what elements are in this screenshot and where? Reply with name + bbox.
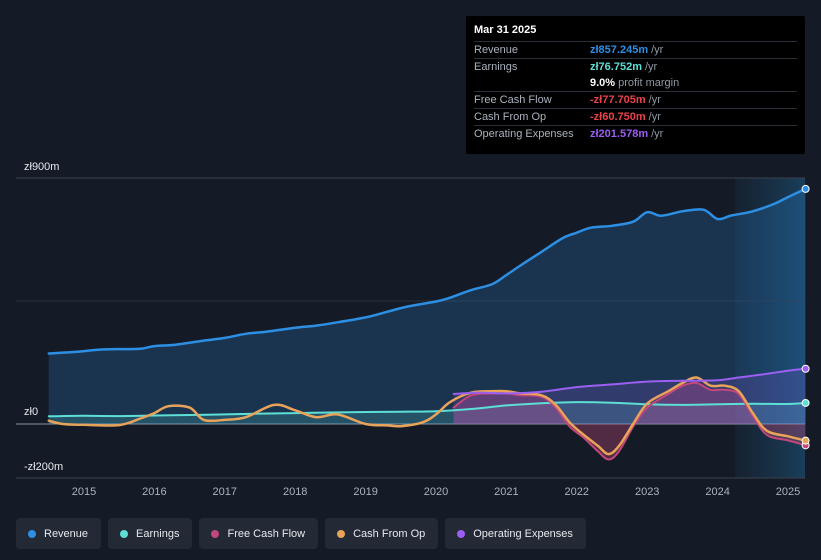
legend-label: Free Cash Flow [227, 527, 306, 540]
area-opex [453, 368, 806, 424]
legend-label: Earnings [136, 527, 180, 540]
tooltip-date: Mar 31 2025 [474, 24, 537, 36]
legend-label: Revenue [44, 527, 89, 540]
tooltip-value: 9.0% [590, 77, 616, 89]
y-tick-label: -zł200m [24, 461, 63, 473]
endpoint-cfo [801, 436, 810, 445]
tooltip-row-revenue: Revenue zł857.245m /yr [474, 41, 797, 58]
tooltip-value: zł201.578m [590, 128, 649, 140]
legend-revenue[interactable]: Revenue [16, 518, 102, 549]
legend-cash-from-op[interactable]: Cash From Op [325, 518, 439, 549]
tooltip-row-opex: Operating Expenses zł201.578m /yr [474, 125, 797, 142]
tooltip-unit: /yr [648, 111, 661, 123]
tooltip-unit: /yr [644, 61, 658, 73]
x-axis-labels: 2015 2016 2017 2018 2019 2020 2021 2022 2023 2024… [72, 486, 800, 498]
legend: Revenue Earnings Free Cash Flow Cash Fro… [16, 518, 586, 549]
x-tick-label: 2016 [142, 486, 166, 498]
x-tick-label: 2023 [635, 486, 659, 498]
endpoint-earnings [801, 398, 810, 407]
x-tick-label: 2017 [213, 486, 237, 498]
x-tick-label: 2018 [283, 486, 307, 498]
legend-dot-icon [28, 529, 36, 538]
tooltip-row-earnings: Earnings zł76.752m /yr [474, 58, 797, 75]
legend-dot-icon [457, 529, 466, 538]
tooltip-unit: /yr [651, 128, 664, 140]
y-tick-label: zł0 [24, 406, 38, 418]
x-tick-label: 2025 [776, 486, 800, 498]
legend-dot-icon [120, 529, 129, 538]
tooltip-label: Cash From Op [474, 111, 547, 123]
tooltip-row-cfo: Cash From Op -zł60.750m /yr [474, 108, 797, 125]
line-cfo [47, 376, 807, 456]
legend-dot-icon [211, 529, 220, 538]
chart: zł900m zł0 -zł200m 2015 2016 2017 2018 2019 202… [16, 161, 810, 498]
legend-dot-icon [337, 529, 346, 538]
legend-label: Cash From Op [353, 527, 426, 540]
x-tick-label: 2015 [72, 486, 96, 498]
line-revenue [47, 187, 807, 355]
x-tick-label: 2022 [565, 486, 589, 498]
line-earnings [47, 401, 807, 418]
line-fcf [452, 381, 807, 461]
tooltip-unit: profit margin [618, 77, 680, 89]
legend-free-cash-flow[interactable]: Free Cash Flow [199, 518, 319, 549]
y-axis-labels: zł900m zł0 -zł200m [24, 161, 63, 473]
tooltip-value: -zł77.705m [590, 94, 646, 106]
tooltip-label: Earnings [474, 61, 518, 73]
tooltip-value: zł76.752m [590, 61, 642, 73]
x-tick-label: 2020 [424, 486, 448, 498]
endpoint-revenue [801, 184, 810, 193]
legend-earnings[interactable]: Earnings [108, 518, 193, 549]
tooltip-panel: Mar 31 2025 Revenue zł857.245m /yr Earni… [466, 16, 805, 154]
y-tick-label: zł900m [24, 161, 59, 173]
area-revenue [48, 188, 806, 424]
tooltip-label: Operating Expenses [474, 128, 574, 140]
endpoint-opex [801, 364, 810, 373]
series-lines [47, 187, 807, 461]
series-endpoints [801, 184, 810, 450]
x-tick-label: 2019 [353, 486, 377, 498]
line-opex [452, 367, 807, 395]
tooltip-value: zł857.245m [590, 44, 649, 56]
area-fcf [453, 382, 806, 460]
tooltip-value: -zł60.750m [590, 111, 646, 123]
series-areas [48, 188, 806, 460]
x-tick-label: 2024 [705, 486, 729, 498]
tooltip-unit: /yr [651, 44, 664, 56]
tooltip-row-margin: 9.0% profit margin [474, 75, 797, 91]
x-tick-label: 2021 [494, 486, 518, 498]
legend-operating-expenses[interactable]: Operating Expenses [445, 518, 586, 549]
tooltip-unit: /yr [648, 94, 661, 106]
tooltip-row-fcf: Free Cash Flow -zł77.705m /yr [474, 91, 797, 108]
tooltip-label: Free Cash Flow [474, 94, 552, 106]
forecast-highlight [735, 178, 805, 478]
legend-label: Operating Expenses [473, 527, 573, 540]
tooltip-label: Revenue [474, 44, 519, 56]
